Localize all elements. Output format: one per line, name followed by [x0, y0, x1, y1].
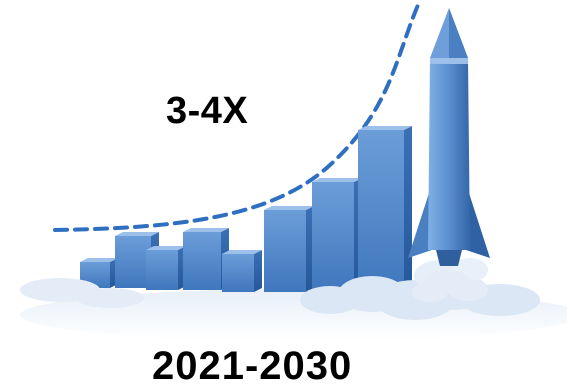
bar: [264, 206, 314, 292]
year-range-caption: 2021-2030: [152, 344, 353, 388]
rocket-exhaust-icon: [412, 270, 488, 302]
bar: [312, 178, 362, 292]
bar: [358, 126, 412, 294]
bar: [146, 246, 186, 290]
rocket-icon: [408, 8, 490, 266]
dashed-trend-curve-icon: [53, 3, 420, 232]
bar-group: [80, 126, 412, 294]
growth-multiplier-label: 3-4X: [166, 90, 249, 132]
bar: [222, 250, 262, 292]
growth-illustration: [20, 3, 567, 341]
